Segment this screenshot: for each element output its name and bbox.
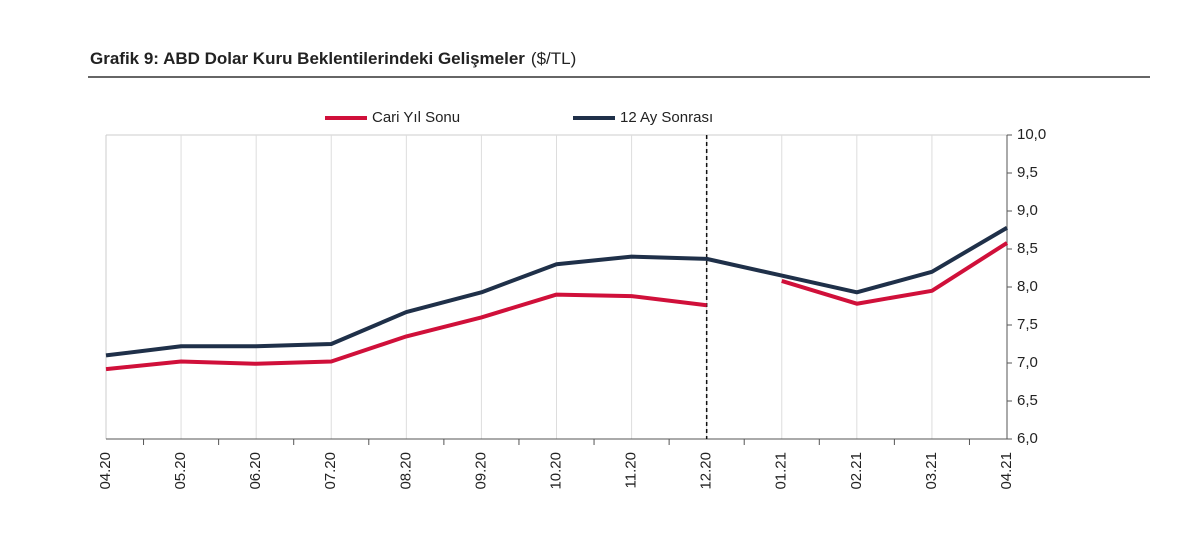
x-tick-label: 04.20: [97, 452, 114, 490]
x-tick-label: 11.20: [623, 452, 640, 488]
y-tick-label: 7,5: [1017, 316, 1038, 333]
x-tick-label: 01.21: [773, 452, 790, 490]
x-tick-label: 12.20: [698, 452, 715, 490]
chart-title: Grafik 9: ABD Dolar Kuru Beklentilerinde…: [90, 49, 576, 68]
x-tick-label: 08.20: [397, 452, 414, 490]
x-tick-label: 10.20: [547, 452, 564, 490]
legend-label: Cari Yıl Sonu: [372, 109, 460, 126]
x-tick-label: 03.21: [923, 452, 940, 490]
subtitle: ($/TL): [531, 49, 576, 68]
series-line: [105, 225, 1009, 358]
legend-label: 12 Ay Sonrası: [620, 109, 713, 126]
x-tick-label: 06.20: [247, 452, 264, 490]
x-tick-label: 07.20: [322, 452, 339, 490]
series-line: [105, 241, 1009, 372]
x-tick-label: 05.20: [172, 452, 189, 490]
y-tick-label: 6,0: [1017, 430, 1038, 447]
y-tick-label: 10,0: [1017, 126, 1046, 143]
y-tick-label: 7,0: [1017, 354, 1038, 371]
x-tick-label: 04.21: [998, 452, 1015, 490]
x-tick-label: 02.21: [848, 452, 865, 490]
y-tick-label: 9,5: [1017, 164, 1038, 181]
title-text: Grafik 9: ABD Dolar Kuru Beklentilerinde…: [90, 49, 525, 68]
x-tick-label: 09.20: [472, 452, 489, 490]
y-tick-label: 9,0: [1017, 202, 1038, 219]
y-tick-label: 6,5: [1017, 392, 1038, 409]
y-tick-label: 8,0: [1017, 278, 1038, 295]
y-tick-label: 8,5: [1017, 240, 1038, 257]
